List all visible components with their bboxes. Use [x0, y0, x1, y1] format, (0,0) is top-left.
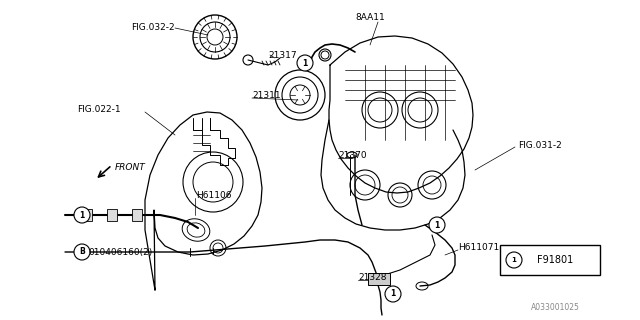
Text: B: B — [79, 247, 85, 257]
Bar — [107, 209, 117, 221]
Text: 1: 1 — [511, 257, 516, 263]
Text: FRONT: FRONT — [115, 164, 146, 172]
Bar — [368, 273, 390, 285]
Text: 21311: 21311 — [252, 91, 280, 100]
Text: FIG.032-2: FIG.032-2 — [131, 23, 175, 33]
Text: FIG.022-1: FIG.022-1 — [77, 106, 120, 115]
Circle shape — [74, 207, 90, 223]
Circle shape — [429, 217, 445, 233]
Bar — [82, 209, 92, 221]
Text: 010406160(2): 010406160(2) — [88, 247, 152, 257]
Text: 21317: 21317 — [268, 51, 296, 60]
Bar — [500, 245, 600, 275]
Text: FIG.031-2: FIG.031-2 — [518, 140, 562, 149]
Circle shape — [297, 55, 313, 71]
Text: 1: 1 — [302, 59, 308, 68]
Text: 1: 1 — [435, 220, 440, 229]
Text: 21328: 21328 — [358, 274, 387, 283]
Bar — [132, 209, 142, 221]
Circle shape — [321, 51, 329, 59]
Text: 1: 1 — [79, 211, 84, 220]
Text: F91801: F91801 — [537, 255, 573, 265]
Text: H61106: H61106 — [196, 191, 232, 201]
Circle shape — [506, 252, 522, 268]
Text: 1: 1 — [390, 290, 396, 299]
Circle shape — [74, 244, 90, 260]
Circle shape — [385, 286, 401, 302]
Text: H611071: H611071 — [458, 244, 499, 252]
Text: 8AA11: 8AA11 — [355, 13, 385, 22]
Text: 21370: 21370 — [338, 150, 367, 159]
Text: A033001025: A033001025 — [531, 303, 580, 313]
